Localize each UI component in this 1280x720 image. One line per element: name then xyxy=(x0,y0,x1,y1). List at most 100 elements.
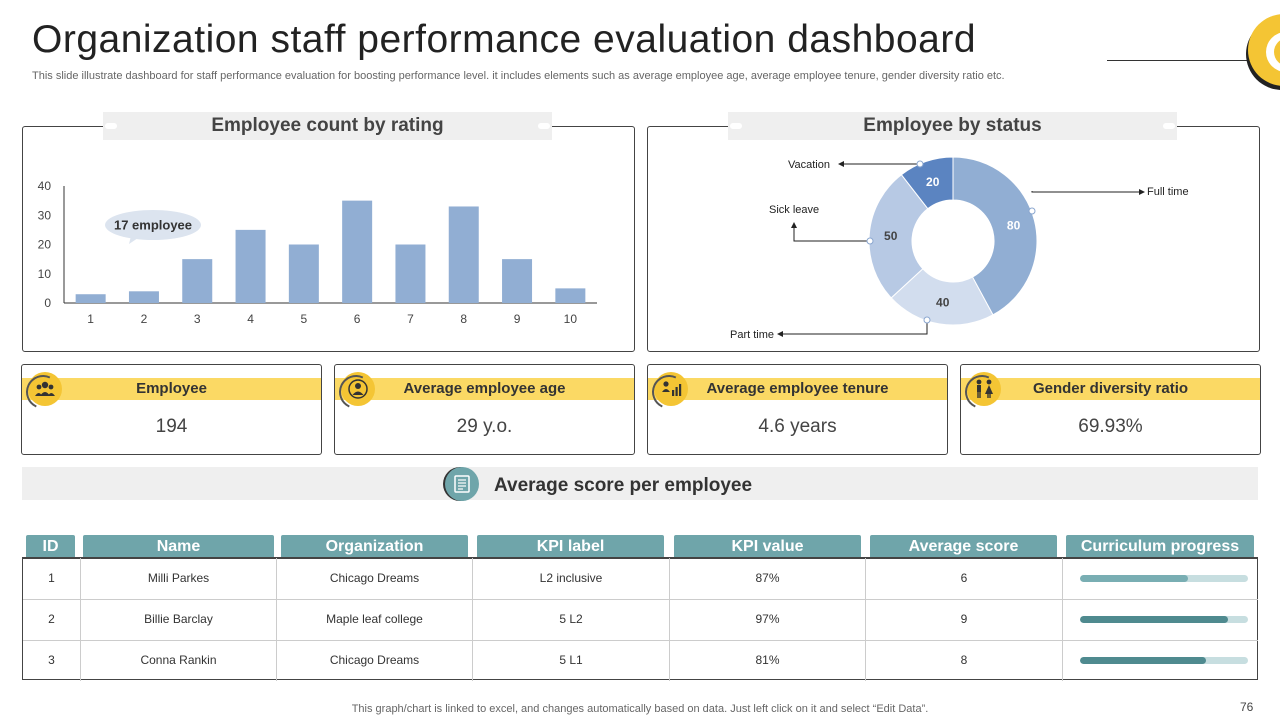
column-divider xyxy=(472,558,473,681)
column-header-average-score: Average score xyxy=(870,535,1057,558)
bar xyxy=(502,259,533,303)
x-tick-label: 1 xyxy=(87,312,94,326)
bar xyxy=(75,294,106,303)
bar-chart-title: Employee count by rating xyxy=(103,112,552,140)
legend-sick-leave: Sick leave xyxy=(769,204,819,216)
bar xyxy=(235,229,266,303)
person-chart-icon xyxy=(654,372,688,406)
table-body xyxy=(22,557,1258,680)
bar-chart-panel xyxy=(22,126,635,352)
column-divider xyxy=(865,558,866,681)
progress-fill xyxy=(1080,657,1206,664)
bar-annotation: 17 employee xyxy=(105,210,201,244)
donut-slice xyxy=(868,174,929,299)
legend-part-time: Part time xyxy=(730,329,774,341)
cell-id: 3 xyxy=(48,653,55,667)
bar xyxy=(182,259,213,303)
row-divider xyxy=(23,640,1258,641)
slice-value-label: 40 xyxy=(936,296,950,310)
slice-value-label: 50 xyxy=(884,229,898,243)
kpi-value: 69.93% xyxy=(1078,416,1143,437)
cell-id: 2 xyxy=(48,612,55,626)
x-tick-label: 7 xyxy=(407,312,414,326)
x-tick-label: 2 xyxy=(141,312,148,326)
y-tick-label: 0 xyxy=(44,296,51,310)
legend-full-time: Full time xyxy=(1147,186,1189,198)
kpi-label: Average employee age xyxy=(335,378,634,400)
gender-icon xyxy=(967,372,1001,406)
bar xyxy=(395,244,426,303)
corner-decoration xyxy=(1246,14,1280,90)
column-divider xyxy=(1062,558,1063,681)
donut-chart-title: Employee by status xyxy=(728,112,1177,140)
column-header-name: Name xyxy=(83,535,274,558)
cell-organization: Chicago Dreams xyxy=(329,571,420,585)
donut-slice xyxy=(952,156,1038,316)
kpi-label: Employee xyxy=(22,378,321,400)
column-header-curriculum-progress: Curriculum progress xyxy=(1066,535,1254,558)
page-title: Organization staff performance evaluatio… xyxy=(32,18,977,61)
document-icon xyxy=(445,467,479,501)
column-header-organization: Organization xyxy=(281,535,468,558)
legend-vacation: Vacation xyxy=(788,159,830,171)
annotation-label: 17 employee xyxy=(114,218,192,233)
bar xyxy=(555,288,586,303)
kpi-card-average-age: Average employee age 29 y.o. xyxy=(334,364,635,455)
title-divider xyxy=(1107,60,1257,61)
x-tick-label: 9 xyxy=(514,312,521,326)
column-header-kpi-value: KPI value xyxy=(674,535,861,558)
bar xyxy=(288,244,319,303)
cell-kpi-label: L2 inclusive xyxy=(539,571,603,585)
people-group-icon xyxy=(28,372,62,406)
y-tick-label: 20 xyxy=(38,238,52,252)
y-tick-label: 10 xyxy=(38,267,52,281)
kpi-card-average-tenure: Average employee tenure 4.6 years xyxy=(647,364,948,455)
footer-note: This graph/chart is linked to excel, and… xyxy=(351,703,929,715)
bar xyxy=(448,206,479,303)
cell-kpi-label: 5 L2 xyxy=(559,612,583,626)
y-tick-label: 30 xyxy=(38,208,52,222)
cell-id: 1 xyxy=(48,571,55,585)
cell-average-score: 6 xyxy=(960,571,968,585)
kpi-value: 194 xyxy=(155,416,188,437)
cell-organization: Chicago Dreams xyxy=(329,653,420,667)
x-tick-label: 3 xyxy=(194,312,201,326)
bar-chart: 0 10 20 30 40 1 2 3 4 5 6 7 8 9 10 17 employee xyxy=(38,179,597,326)
cell-kpi-value: 97% xyxy=(755,612,780,626)
x-tick-label: 4 xyxy=(247,312,254,326)
x-tick-label: 10 xyxy=(564,312,578,326)
person-circle-icon xyxy=(341,372,375,406)
score-section-header xyxy=(22,467,1258,500)
column-divider xyxy=(669,558,670,681)
kpi-value: 29 y.o. xyxy=(456,416,513,437)
cell-average-score: 8 xyxy=(960,653,968,667)
cell-name: Billie Barclay xyxy=(144,612,213,626)
cell-name: Milli Parkes xyxy=(147,571,210,585)
column-header-kpi-label: KPI label xyxy=(477,535,664,558)
progress-bar xyxy=(1080,616,1248,623)
column-divider xyxy=(276,558,277,681)
progress-fill xyxy=(1080,575,1188,582)
slice-value-label: 80 xyxy=(1007,219,1021,233)
cell-organization: Maple leaf college xyxy=(326,612,423,626)
cell-kpi-label: 5 L1 xyxy=(559,653,583,667)
slice-value-label: 20 xyxy=(926,175,940,189)
x-tick-label: 6 xyxy=(354,312,361,326)
page-number: 76 xyxy=(1240,700,1254,714)
kpi-card-employee: Employee 194 xyxy=(21,364,322,455)
cell-name: Conna Rankin xyxy=(140,653,217,667)
page-subtitle: This slide illustrate dashboard for staf… xyxy=(32,70,1005,82)
donut-slice xyxy=(900,156,954,210)
bar xyxy=(128,291,159,303)
kpi-label: Gender diversity ratio xyxy=(961,378,1260,400)
y-tick-label: 40 xyxy=(38,179,52,193)
cell-kpi-value: 87% xyxy=(755,571,780,585)
cell-average-score: 9 xyxy=(960,612,968,626)
bar xyxy=(342,200,373,303)
column-header-id: ID xyxy=(26,535,75,558)
cell-kpi-value: 81% xyxy=(755,653,780,667)
kpi-label: Average employee tenure xyxy=(648,378,947,400)
row-divider xyxy=(23,599,1258,600)
column-divider xyxy=(80,558,81,681)
